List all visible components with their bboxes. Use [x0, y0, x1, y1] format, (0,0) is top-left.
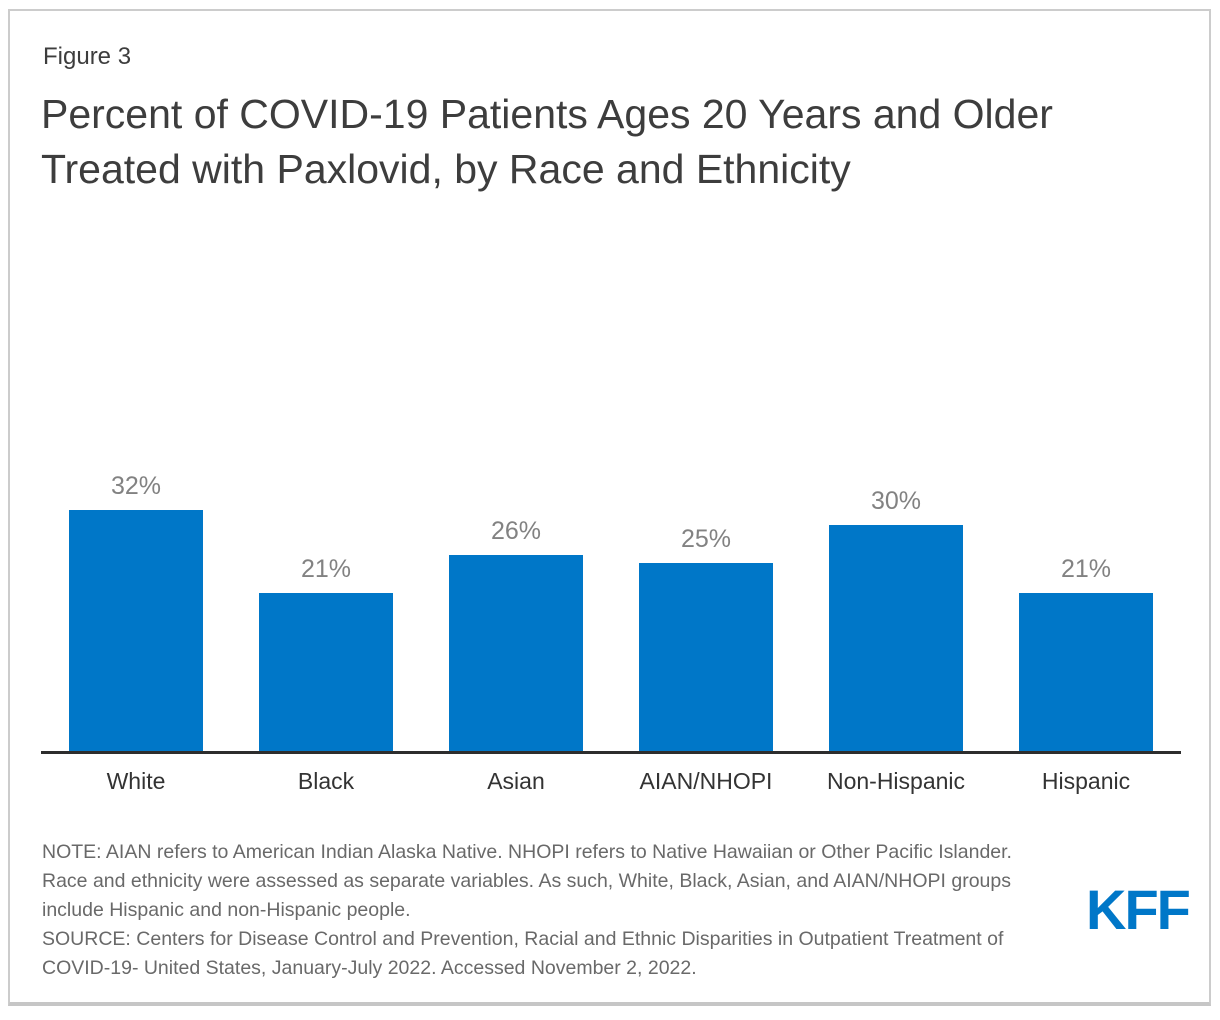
kff-logo: KFF [1086, 878, 1191, 941]
x-axis-label: AIAN/NHOPI [639, 768, 773, 794]
x-axis-label: Non-Hispanic [826, 768, 966, 794]
chart-title: Percent of COVID-19 Patients Ages 20 Yea… [41, 91, 1053, 192]
bar-value-label: 21% [1060, 555, 1112, 583]
bar [1019, 593, 1153, 751]
plot-area: 32% 21% 26% 25% 30% 21% [41, 471, 1181, 754]
source-text: SOURCE: Centers for Disease Control and … [42, 928, 1004, 979]
bar [829, 525, 963, 751]
x-axis-labels: White Black Asian AIAN/NHOPI Non-Hispanic His… [41, 768, 1181, 795]
bar [69, 510, 203, 751]
note-text: NOTE: AIAN refers to American Indian Ala… [42, 841, 1012, 921]
footnotes: NOTE: AIAN refers to American Indian Ala… [42, 838, 1062, 983]
bar-column: 32% [41, 472, 231, 751]
bar-column: 25% [611, 525, 801, 751]
bar-value-label: 25% [680, 525, 732, 553]
x-axis-label: Hispanic [1041, 768, 1131, 794]
bar-value-label: 32% [110, 472, 162, 500]
bar-column: 21% [231, 555, 421, 751]
bar [449, 555, 583, 751]
figure-frame: Figure 3 Percent of COVID-19 Patients Ag… [8, 9, 1211, 1006]
bar-column: 26% [421, 517, 611, 751]
x-axis-label: Black [297, 768, 355, 794]
x-axis-label: White [106, 768, 166, 794]
bar-column: 30% [801, 487, 991, 751]
x-axis-label: Asian [487, 768, 545, 794]
bar-value-label: 30% [870, 487, 922, 515]
bar-value-label: 26% [490, 517, 542, 545]
bar-column: 21% [991, 555, 1181, 751]
bar-value-label: 21% [300, 555, 352, 583]
figure-label: Figure 3 [43, 43, 132, 70]
bar [639, 563, 773, 751]
bar [259, 593, 393, 751]
